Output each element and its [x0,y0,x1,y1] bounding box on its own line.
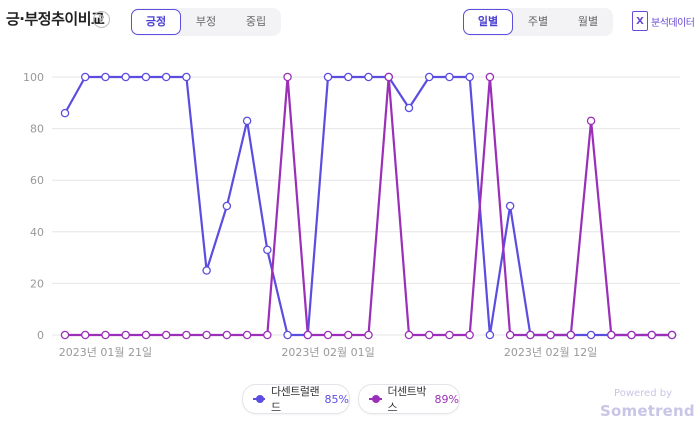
help-icon[interactable]: ? [93,11,110,28]
x-tick-label: 2023년 02월 01일 [281,345,374,359]
legend-line-marker-icon [369,395,382,403]
data-point-series-1 [344,72,353,82]
data-point-series-2 [384,72,393,82]
data-point-series-1 [161,72,171,82]
data-point-series-2 [505,330,515,340]
y-tick-label: 100 [23,71,44,84]
legend-series-name: 더센트박스 [387,385,427,414]
data-point-series-2 [465,330,474,340]
data-point-series-2 [667,330,677,340]
y-tick-label: 40 [30,226,44,239]
data-point-series-1 [182,72,191,82]
y-tick-label: 0 [37,329,44,342]
data-point-series-2 [283,72,292,82]
series-line-2 [65,75,672,337]
data-point-series-2 [222,330,232,340]
data-point-series-2 [647,330,657,340]
data-point-series-1 [586,330,596,340]
data-point-series-2 [404,330,414,340]
data-point-series-1 [465,72,474,82]
data-point-series-1 [202,266,211,275]
data-point-series-1 [242,116,252,126]
legend-series-name: 다센트럴랜드 [271,385,320,414]
x-tick-label: 2023년 02월 12일 [504,345,597,359]
data-point-series-1 [121,72,130,82]
data-point-series-2 [627,330,636,340]
data-point-series-2 [445,330,454,340]
brand-logo: Sometrend [600,402,695,420]
data-point-series-1 [445,72,454,82]
data-point-series-2 [80,330,90,340]
data-point-series-1 [60,108,70,118]
data-point-series-2 [121,330,130,340]
data-point-series-2 [546,330,555,340]
data-point-series-2 [141,330,151,340]
data-point-series-2 [323,330,333,340]
data-point-series-2 [607,330,616,340]
powered-by-text: Powered by [614,388,672,399]
data-point-series-1 [80,72,90,82]
period-tab-group: 일별 주별 월별 [463,8,613,36]
data-point-series-1 [424,72,434,82]
y-tick-label: 20 [30,277,44,290]
tab-negative[interactable]: 부정 [195,15,217,28]
data-point-series-2 [242,330,252,340]
data-point-series-1 [505,201,515,211]
legend-item-series-2[interactable]: 더센트박스 89% [358,384,460,414]
data-point-series-1 [404,103,414,113]
data-point-series-1 [263,245,272,255]
y-tick-label: 60 [30,174,44,187]
line-chart: 0 20 40 60 80 100 2023년 01월 21일 2023년 02월 01일 20… [23,71,680,359]
data-point-series-2 [485,72,495,82]
export-data-button[interactable]: X 분석데이터 [632,11,695,31]
data-point-series-1 [141,72,151,82]
data-point-series-1 [323,72,333,82]
data-point-series-2 [526,330,535,340]
export-data-label: 분석데이터 [651,17,695,29]
page-title: 긍·부정추이비교 [6,10,105,28]
data-point-series-2 [424,330,434,340]
data-point-series-2 [101,330,110,340]
data-point-series-1 [283,330,292,340]
sentiment-tab-group: 긍정 부정 중립 [131,8,281,36]
data-point-series-1 [101,72,110,82]
data-point-series-2 [364,330,373,340]
data-point-series-2 [182,330,191,340]
data-point-series-2 [202,330,211,340]
tab-weekly[interactable]: 주별 [527,15,549,28]
tab-monthly[interactable]: 월별 [577,15,599,28]
data-point-series-1 [222,201,232,211]
data-point-series-2 [263,330,272,340]
legend-item-series-1[interactable]: 다센트럴랜드 85% [242,384,350,414]
data-point-series-2 [303,330,313,340]
tab-neutral[interactable]: 중립 [245,15,267,28]
legend-series-percent: 85% [324,392,349,406]
data-point-series-2 [586,116,596,126]
tab-positive[interactable]: 긍정 [131,9,181,35]
series-line-1 [64,75,672,337]
y-tick-label: 80 [30,123,44,136]
data-point-series-2 [161,330,171,340]
legend-series-percent: 89% [434,392,459,406]
data-point-series-2 [566,330,576,340]
legend-line-marker-icon [253,395,266,403]
tab-daily[interactable]: 일별 [463,9,513,35]
data-point-series-2 [60,330,70,340]
data-point-series-2 [344,330,353,340]
x-tick-label: 2023년 01월 21일 [59,345,152,359]
data-point-series-1 [364,72,373,82]
data-point-series-1 [485,330,495,340]
excel-icon: X [632,11,648,31]
